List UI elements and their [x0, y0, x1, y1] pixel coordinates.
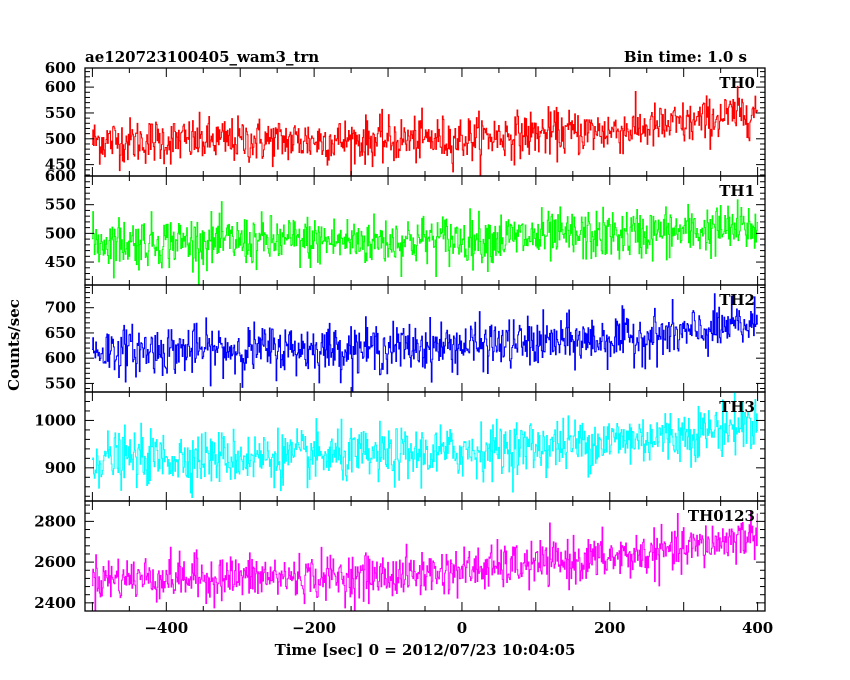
y-tick-label: 550 [45, 196, 76, 214]
y-axis-label: Counts/sec [5, 299, 23, 391]
panel-th0123: 2400 2600 2800 TH0123 [34, 500, 766, 612]
x-tick-label: 200 [594, 619, 625, 637]
series-line-th0 [92, 85, 758, 176]
panel-label-th1: TH1 [719, 182, 755, 200]
x-axis: −400 −200 0 200 400 [144, 619, 773, 637]
y-tick-label: 2800 [34, 512, 76, 530]
x-tick-label: 400 [742, 619, 773, 637]
panel-th3: 900 1000 TH3 [34, 391, 766, 502]
y-tick-label: 600 [45, 78, 76, 96]
y-tick-label: 2400 [34, 594, 76, 612]
y-top-tick-label: 600 [45, 167, 76, 185]
y-tick-label: 450 [45, 253, 76, 271]
x-axis-label: Time [sec] 0 = 2012/07/23 10:04:05 [275, 641, 576, 659]
y-tick-label: 2600 [34, 553, 76, 571]
bin-time-label: Bin time: 1.0 s [624, 48, 747, 66]
panel-th2: 550 600 650 700 TH2 [45, 284, 766, 393]
x-tick-label: −400 [144, 619, 188, 637]
x-tick-label: 0 [457, 619, 467, 637]
y-tick-label: 600 [45, 349, 76, 367]
panels-group: 450500550600600TH0450500550600TH15506006… [34, 59, 766, 612]
y-tick-label: 450 [45, 156, 76, 174]
panel-label-th0123: TH0123 [688, 507, 755, 525]
panel-label-th2: TH2 [719, 291, 755, 309]
y-tick-label: 900 [45, 459, 76, 477]
series-line-th1 [92, 199, 758, 285]
y-tick-label: 1000 [34, 411, 76, 429]
series-line-th0123 [92, 510, 758, 611]
y-top-tick-label: 600 [45, 59, 76, 77]
y-tick-label: 700 [45, 299, 76, 317]
panel-label-th0: TH0 [719, 74, 755, 92]
x-tick-label: −200 [292, 619, 336, 637]
y-tick-label: 650 [45, 324, 76, 342]
y-tick-label: 500 [45, 130, 76, 148]
panel-th1: 450 500 550 600 TH1 [45, 167, 766, 286]
panel-label-th3: TH3 [719, 398, 755, 416]
y-tick-label: 550 [45, 104, 76, 122]
y-tick-label: 500 [45, 224, 76, 242]
series-line-th3 [92, 392, 758, 498]
file-title: ae120723100405_wam3_trn [85, 48, 319, 66]
series-line-th2 [92, 293, 758, 392]
y-tick-label: 550 [45, 374, 76, 392]
